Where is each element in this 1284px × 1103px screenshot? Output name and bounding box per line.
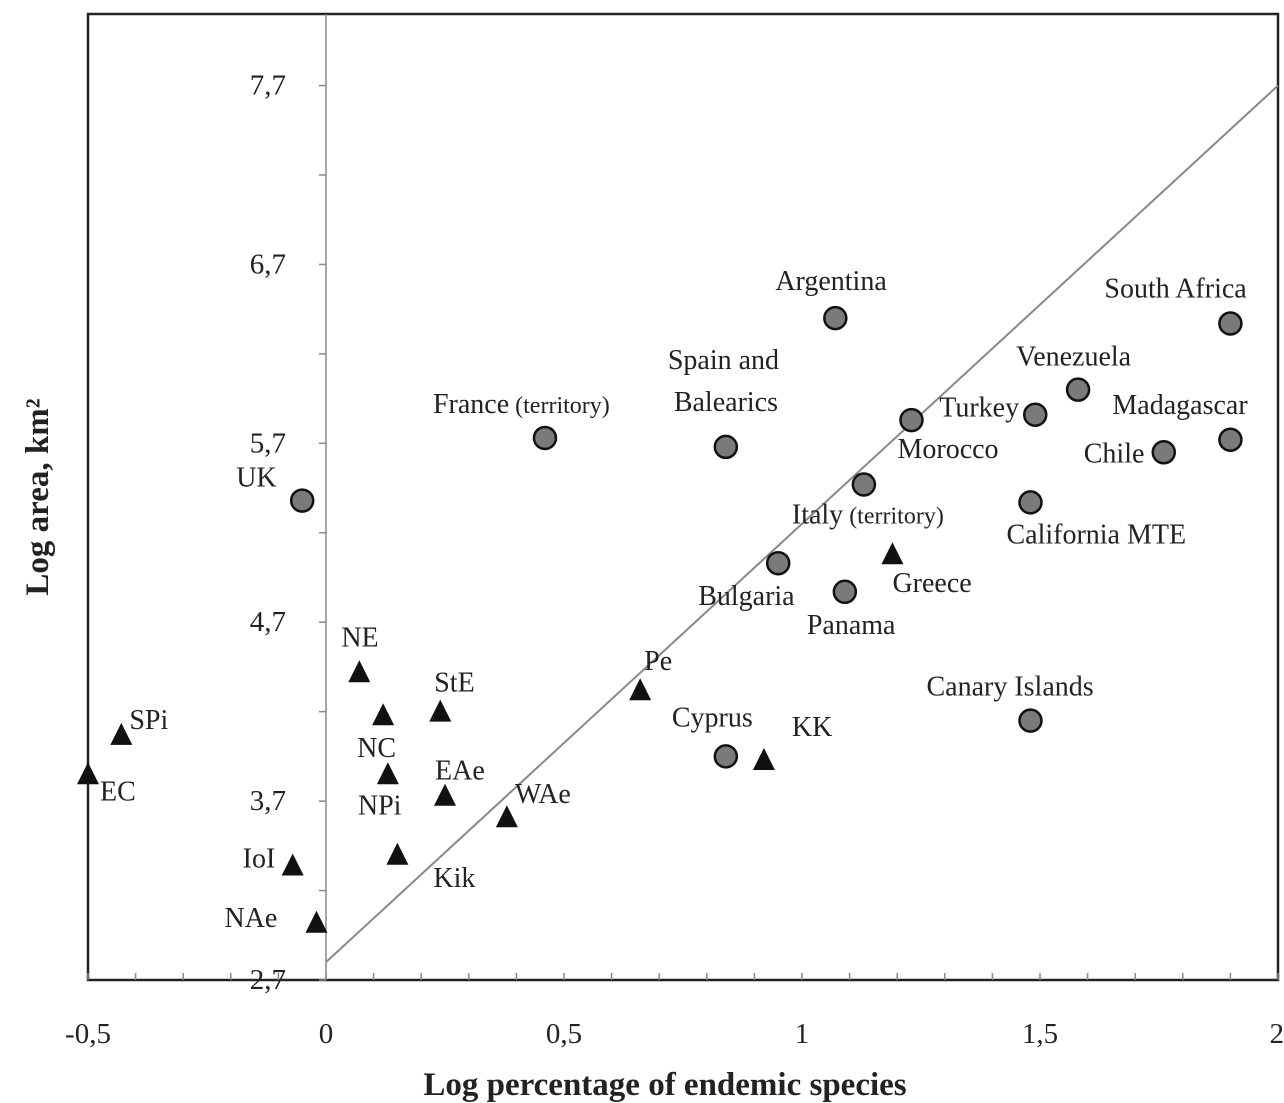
point-california-mte — [1018, 490, 1043, 515]
point-ioi — [281, 853, 304, 876]
point-cyprus — [713, 744, 739, 769]
point-label: StE — [434, 668, 474, 699]
point-uk — [289, 488, 315, 513]
point-ec — [77, 762, 99, 785]
point-morocco — [899, 407, 924, 433]
y-tick-label: 2,7 — [250, 964, 286, 996]
point-label: Argentina — [775, 266, 887, 297]
point-label: South Africa — [1104, 273, 1247, 304]
x-tick-labels: -0,5 0 0,5 1 1,5 2 — [65, 1018, 1284, 1050]
point-label: Greece — [892, 568, 971, 599]
point-label: Venezuela — [1016, 342, 1132, 373]
point-label: Morocco — [897, 434, 998, 465]
point-pe — [629, 678, 652, 701]
point-venezuela — [1065, 377, 1091, 402]
point-label: EC — [100, 776, 136, 807]
y-tick-label: 3,7 — [250, 785, 286, 817]
y-tick-label: 7,7 — [250, 70, 286, 102]
point-ne — [348, 660, 371, 683]
point-label: SPi — [129, 705, 168, 736]
point-eae — [434, 783, 456, 806]
point-label: UK — [236, 463, 276, 494]
point-south-africa — [1218, 311, 1243, 336]
y-axis-title: Log area, km² — [20, 398, 56, 595]
point-label: NAe — [224, 903, 277, 934]
point-label: Turkey — [939, 393, 1019, 424]
point-label: France (territory) — [433, 389, 610, 420]
reference-line — [325, 84, 1279, 963]
point-label: Pe — [644, 646, 672, 677]
x-tick-label: 0 — [319, 1018, 334, 1050]
point-label: EAe — [435, 756, 485, 787]
plot-frame — [86, 12, 1280, 982]
point-kk — [752, 747, 775, 770]
point-labels: Argentina South Africa Venezuela Turkey Mada… — [100, 266, 1248, 934]
point-france — [532, 425, 558, 451]
point-label: Italy (territory) — [792, 499, 944, 530]
y-tick-label: 6,7 — [250, 248, 286, 280]
point-bulgaria — [765, 550, 791, 576]
point-label: Balearics — [674, 387, 778, 418]
point-greece — [881, 542, 904, 565]
point-label: NC — [357, 733, 396, 764]
minor-ticks — [87, 84, 1279, 981]
y-tick-labels: 2,7 3,7 4,7 5,7 6,7 7,7 — [250, 70, 286, 996]
x-tick-label: 0,5 — [546, 1018, 582, 1050]
y-tick-label: 4,7 — [250, 606, 286, 638]
x-axis-title: Log percentage of endemic species — [423, 1067, 906, 1103]
y-tick-label: 5,7 — [250, 427, 286, 459]
point-label: Spain and — [668, 345, 779, 376]
data-markers — [77, 305, 1243, 933]
point-nc — [372, 703, 395, 726]
point-madagascar — [1218, 427, 1243, 453]
point-turkey — [1022, 402, 1048, 427]
point-label: Kik — [433, 863, 475, 894]
point-label: KK — [792, 712, 832, 743]
x-tick-label: 1 — [795, 1018, 810, 1050]
point-label: Bulgaria — [698, 581, 795, 612]
point-label: Cyprus — [672, 702, 753, 733]
point-label: Chile — [1084, 438, 1145, 469]
point-chile — [1151, 440, 1177, 465]
point-label: NE — [341, 622, 378, 653]
point-label: NPi — [358, 790, 402, 821]
point-nae — [305, 910, 328, 933]
point-panama — [832, 579, 858, 605]
x-tick-label: 1,5 — [1022, 1018, 1058, 1050]
x-tick-label: 2 — [1270, 1018, 1284, 1050]
point-wae — [495, 805, 518, 828]
x-tick-label: -0,5 — [65, 1018, 111, 1050]
point-spi — [110, 722, 133, 745]
point-kik — [386, 842, 409, 865]
point-npi — [376, 762, 399, 785]
point-ste — [429, 699, 452, 722]
point-canary-islands — [1018, 708, 1043, 733]
point-label: Canary Islands — [926, 672, 1093, 703]
point-italy — [851, 472, 877, 497]
point-label: WAe — [515, 779, 571, 810]
point-label: IoI — [243, 844, 276, 875]
point-label: Madagascar — [1112, 390, 1248, 421]
point-label: California MTE — [1006, 519, 1186, 550]
point-label: Panama — [807, 610, 896, 641]
point-spain-and-balearics — [713, 434, 739, 460]
point-argentina — [823, 305, 848, 331]
